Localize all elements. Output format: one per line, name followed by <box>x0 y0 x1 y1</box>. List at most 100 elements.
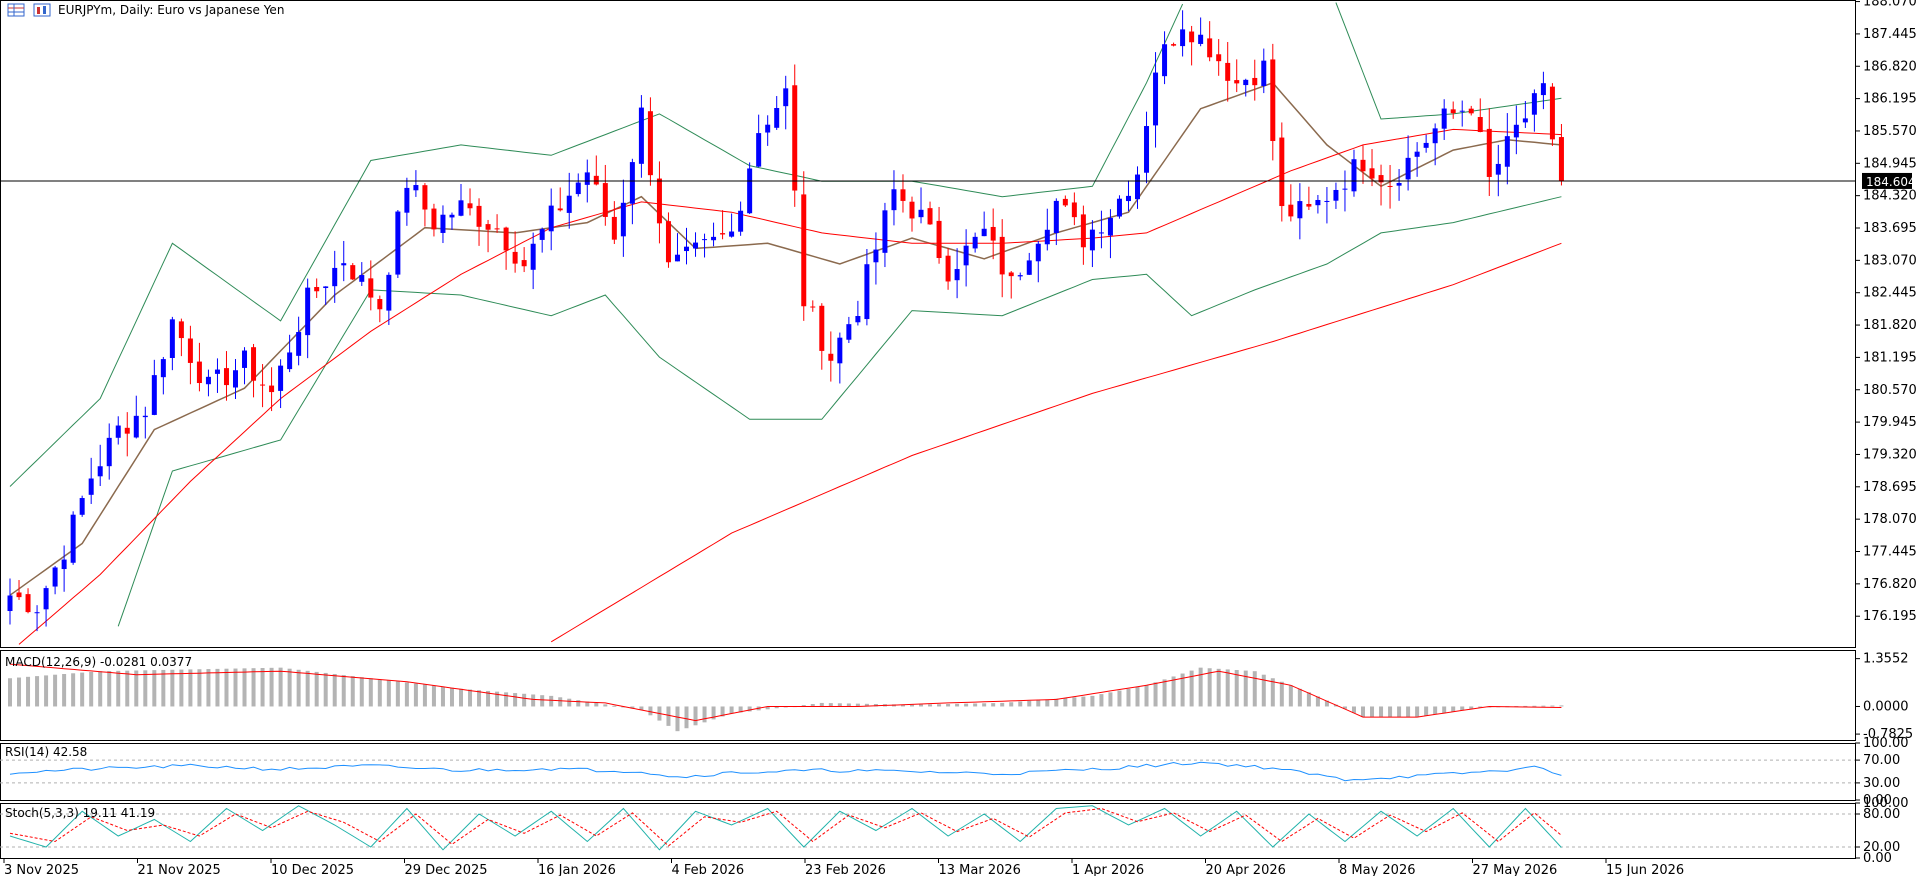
bull-candle <box>458 183 464 217</box>
bear-candle <box>467 188 473 216</box>
grid-icon[interactable] <box>7 3 25 17</box>
main-pane-border <box>0 0 1856 648</box>
bull-candle <box>882 202 888 268</box>
macd-histogram-bar <box>540 695 545 707</box>
bear-candle <box>557 187 563 212</box>
bull-candle <box>837 332 843 384</box>
candle-body <box>837 337 843 364</box>
candle-body <box>494 228 500 230</box>
price-tick-label: 182.445 <box>1863 286 1917 301</box>
bull-candle <box>233 359 238 399</box>
candle-body <box>242 350 248 368</box>
macd-histogram-bar <box>919 704 924 707</box>
macd-histogram-bar <box>404 682 409 707</box>
bear-candle <box>476 198 482 246</box>
macd-label: MACD(12,26,9) -0.0281 0.0377 <box>5 655 192 669</box>
candle-body <box>1405 157 1411 180</box>
candle-body <box>251 347 257 381</box>
bull-candle <box>1125 180 1131 212</box>
bull-candle <box>638 95 644 178</box>
stochastic-label: Stoch(5,3,3) 19.11 41.19 <box>5 806 155 820</box>
candle-body <box>205 376 211 385</box>
bull-candle <box>1053 198 1059 246</box>
macd-histogram-bar <box>1153 682 1158 707</box>
rsi-line <box>9 761 1562 782</box>
macd-histogram-bar <box>855 703 860 707</box>
candle-body <box>449 214 455 218</box>
bull-candle <box>1044 208 1050 251</box>
macd-histogram-bar <box>422 684 427 707</box>
candle-body <box>539 229 545 240</box>
bull-candle <box>1351 149 1357 197</box>
bear-candle <box>1062 195 1068 207</box>
macd-histogram-bar <box>296 669 301 707</box>
candle-body <box>548 205 554 232</box>
macd-tick-label: 0.0000 <box>1863 699 1909 714</box>
candle-body <box>521 260 527 267</box>
candle-body <box>187 338 193 363</box>
date-tick-label: 13 Mar 2026 <box>939 863 1021 876</box>
candle-body <box>909 201 915 219</box>
bull-candle <box>106 423 112 480</box>
bull-candle <box>1531 89 1537 132</box>
macd-histogram-bar <box>1036 700 1041 707</box>
price-tick-label: 184.320 <box>1863 189 1917 204</box>
bear-candle <box>25 588 31 614</box>
bear-candle <box>187 325 193 385</box>
candle-body <box>214 369 220 374</box>
macd-histogram-bar <box>1180 673 1185 707</box>
macd-histogram-bar <box>1018 701 1023 707</box>
bear-candle <box>810 300 816 312</box>
bull-candle <box>115 416 121 445</box>
bear-candle <box>927 201 933 225</box>
macd-histogram-bar <box>62 674 67 707</box>
bull-candle <box>1180 10 1186 57</box>
chart-title: EURJPYm, Daily: Euro vs Japanese Yen <box>58 3 284 17</box>
candle-body <box>395 211 401 275</box>
candle-body <box>1080 214 1086 248</box>
macd-histogram-bar <box>449 687 454 707</box>
macd-histogram-bar <box>765 706 770 710</box>
bear-candle <box>1234 59 1240 93</box>
macd-histogram-bar <box>1342 706 1347 709</box>
macd-histogram-bar <box>1045 699 1050 707</box>
macd-histogram-bar <box>558 697 563 707</box>
macd-histogram-bar <box>1090 695 1095 707</box>
macd-histogram-bar <box>98 671 103 707</box>
candle-body <box>169 319 175 359</box>
macd-histogram-bar <box>1261 674 1266 707</box>
macd-histogram-bar <box>1027 700 1032 707</box>
bull-candle <box>1098 210 1104 249</box>
macd-histogram-bar <box>152 670 157 707</box>
chart-icon[interactable] <box>33 3 51 17</box>
bull-candle <box>43 585 49 627</box>
candle-body <box>972 236 978 249</box>
candle-body <box>16 592 22 598</box>
candle-body <box>368 278 374 298</box>
candle-body <box>1089 229 1095 251</box>
bear-candle <box>611 201 617 245</box>
macd-histogram-bar <box>260 668 265 707</box>
candle-body <box>1288 204 1294 217</box>
candle-body <box>1378 175 1384 183</box>
moving-average-slow <box>18 128 1562 645</box>
macd-histogram-bar <box>720 706 725 717</box>
bear-candle <box>431 203 437 237</box>
bull-candle <box>693 232 699 257</box>
macd-histogram-bar <box>188 669 193 707</box>
bull-candle <box>296 316 302 366</box>
macd-histogram-bar <box>35 676 40 707</box>
macd-histogram-bar <box>486 690 491 707</box>
bull-candle <box>7 578 13 625</box>
candle-body <box>43 588 49 610</box>
bull-candle <box>575 173 581 197</box>
macd-histogram-bar <box>1279 681 1284 707</box>
bull-candle <box>1017 272 1023 281</box>
chart-title-bar: EURJPYm, Daily: Euro vs Japanese Yen <box>7 3 284 17</box>
bear-candle <box>1387 165 1393 209</box>
candle-body <box>88 478 94 495</box>
candle-body <box>1495 163 1501 175</box>
macd-histogram-bar <box>1370 706 1375 718</box>
macd-histogram-bar <box>350 676 355 707</box>
